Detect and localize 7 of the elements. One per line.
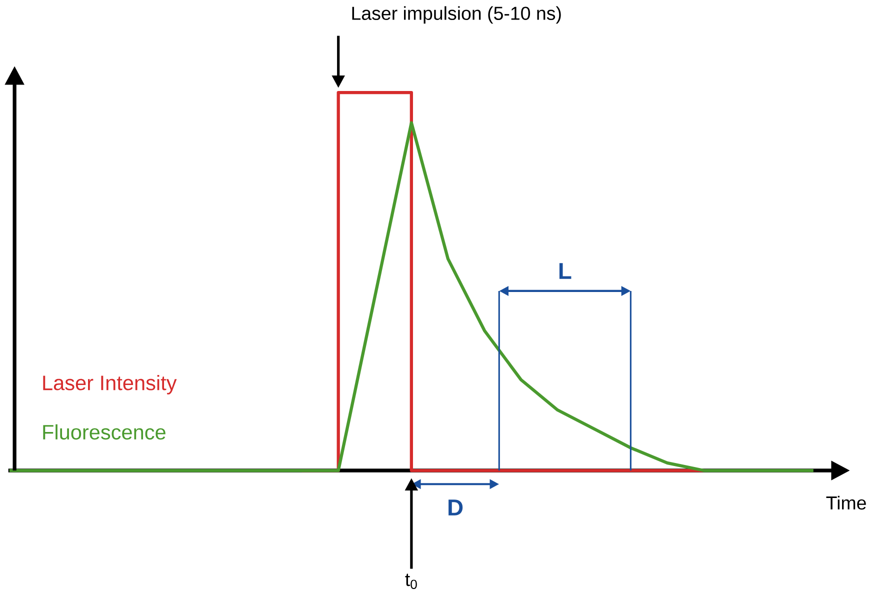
x-axis-title: Time (826, 496, 866, 510)
text: D (448, 500, 463, 516)
series-label: Fluorescence (43, 424, 166, 440)
annotation: L (559, 263, 572, 279)
text: Laser impulsion (5-10 ns) (352, 6, 561, 24)
text: Laser Intensity (43, 374, 177, 394)
text: t$_{0}$ (405, 574, 417, 589)
